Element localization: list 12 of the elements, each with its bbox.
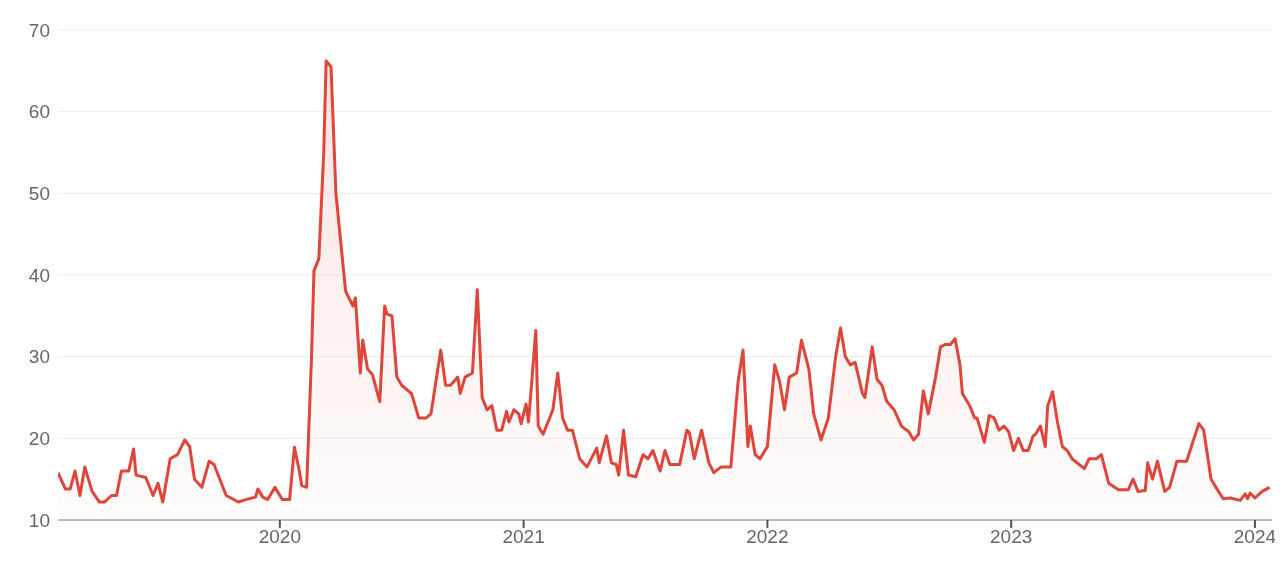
y-tick-label: 40 bbox=[28, 264, 50, 286]
y-tick-label: 30 bbox=[28, 346, 50, 368]
x-tick-label: 2022 bbox=[746, 526, 789, 548]
y-tick-label: 50 bbox=[28, 183, 50, 205]
x-tick-label: 2021 bbox=[502, 526, 545, 548]
x-tick-label: 2023 bbox=[990, 526, 1033, 548]
y-tick-label: 60 bbox=[28, 101, 50, 123]
y-tick-label: 20 bbox=[28, 428, 50, 450]
y-tick-label: 10 bbox=[28, 509, 50, 531]
x-tick-label: 2024 bbox=[1233, 526, 1277, 548]
x-tick-label: 2020 bbox=[258, 526, 301, 548]
y-tick-label: 70 bbox=[28, 19, 50, 41]
